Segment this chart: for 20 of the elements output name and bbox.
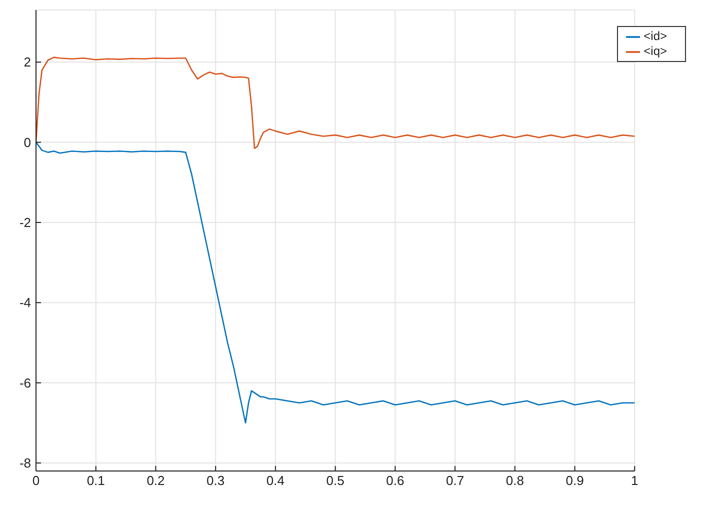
legend-label: <iq> [644, 44, 667, 58]
y-tick-label: -4 [19, 295, 31, 310]
y-tick-label: -6 [19, 375, 31, 390]
x-tick-label: 0.5 [326, 473, 344, 488]
y-tick-label: -2 [19, 215, 31, 230]
y-tick-label: -8 [19, 456, 31, 471]
line-series [36, 142, 635, 424]
x-tick-label: 1 [631, 473, 638, 488]
x-tick-label: 0.7 [446, 473, 464, 488]
line-series [36, 56, 635, 149]
x-tick-label: 0.3 [206, 473, 225, 488]
y-tick-label: 2 [24, 54, 31, 70]
x-tick-label: 0.2 [146, 473, 165, 488]
y-tick-label: 0 [24, 134, 31, 150]
x-tick-label: 0.1 [86, 473, 105, 488]
legend-label: <id> [644, 29, 667, 43]
x-tick-label: 0.4 [266, 473, 284, 488]
x-tick-label: 0.8 [506, 473, 524, 488]
x-tick-label: 0.9 [566, 473, 584, 488]
x-tick-label: 0.6 [386, 473, 404, 488]
